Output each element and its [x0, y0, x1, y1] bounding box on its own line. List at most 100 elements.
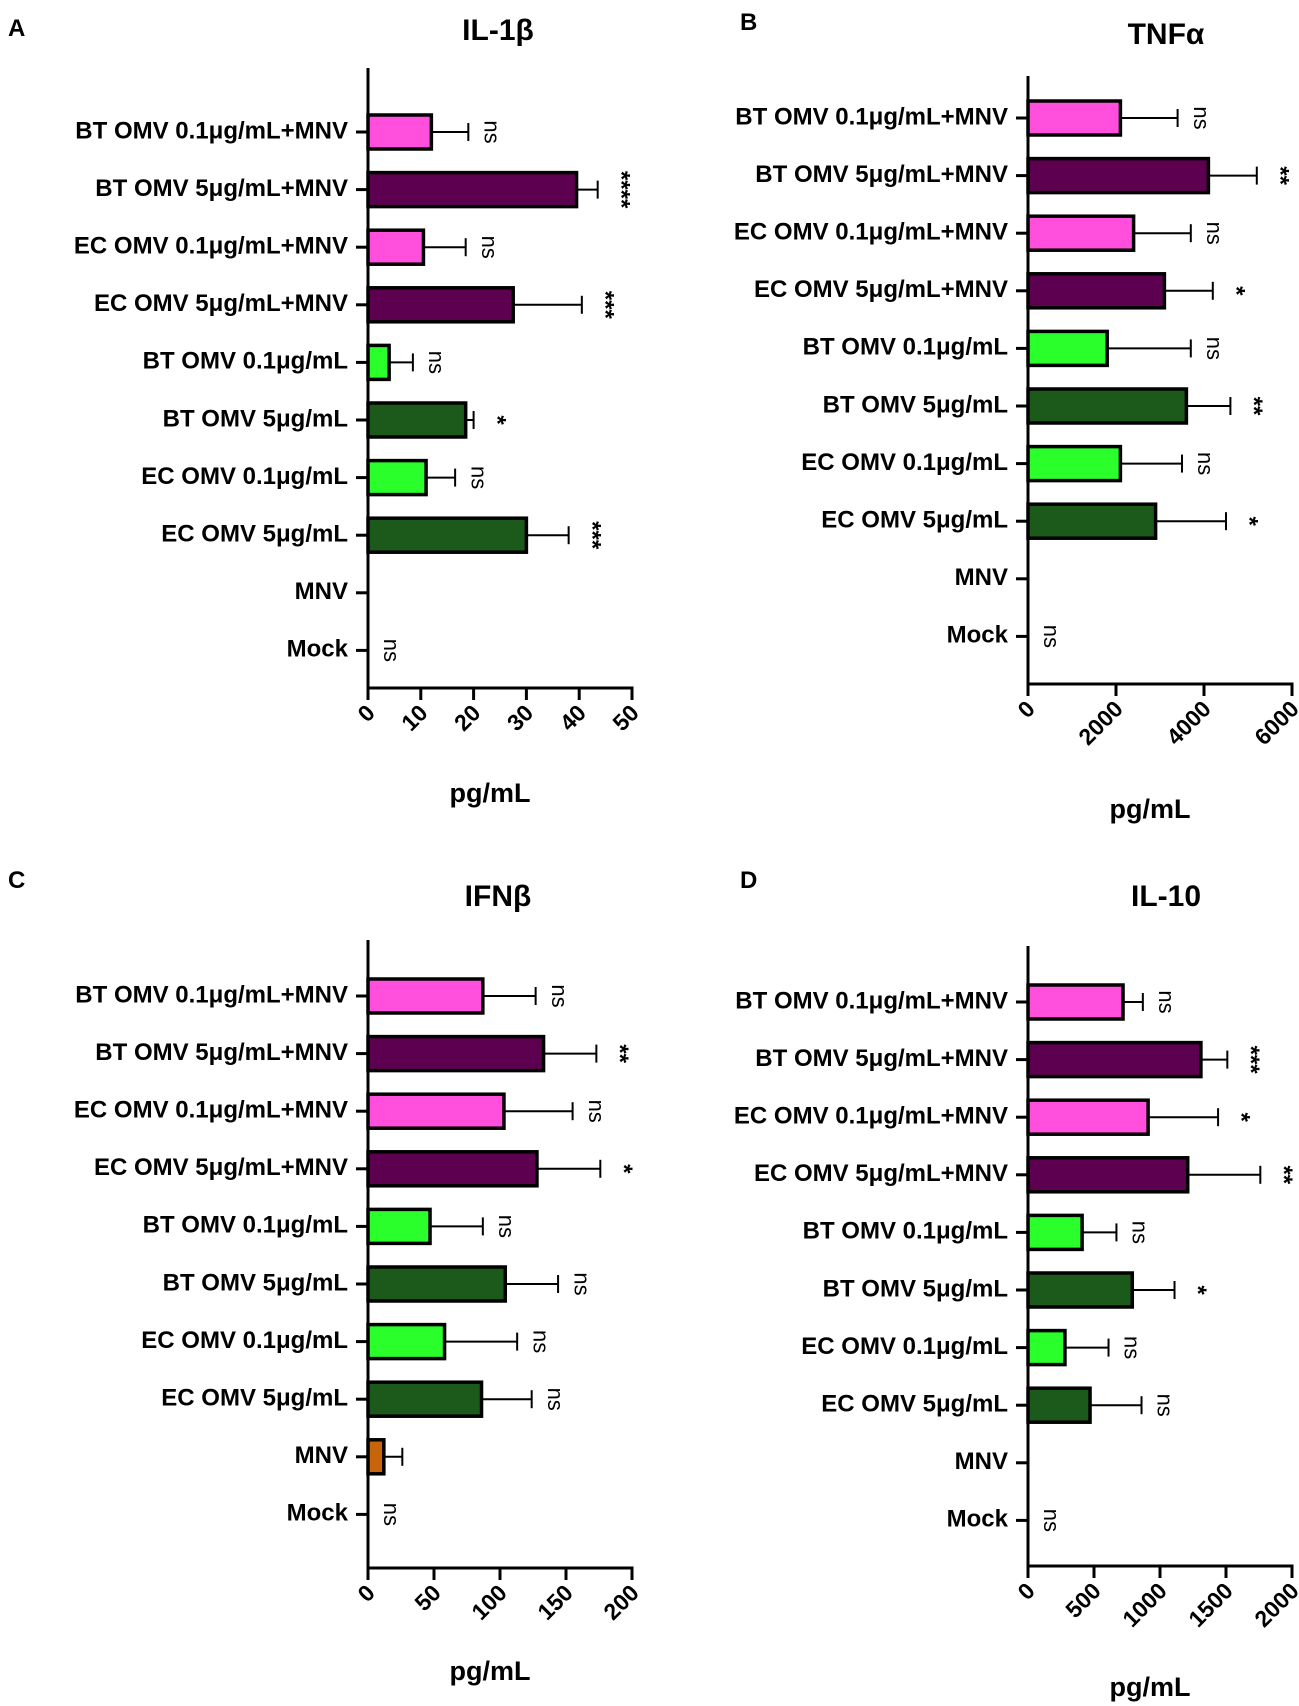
panel-b-category-label: EC OMV 0.1μg/mL+MNV: [734, 219, 1008, 246]
panel-d-significance-label: *: [1184, 1285, 1211, 1295]
panel-d-bar: [1026, 1271, 1135, 1309]
panel-b-significance-label: ns: [1189, 106, 1214, 129]
panel-b-letter: B: [740, 9, 757, 36]
panel-d-significance-label: ns: [1154, 990, 1179, 1013]
panel-b-category-label: BT OMV 5μg/mL+MNV: [755, 161, 1008, 188]
panel-b-significance-label: **: [1266, 166, 1293, 185]
panel-d-x-label: pg/mL: [1110, 1672, 1191, 1702]
panel-c-bar: [366, 1092, 506, 1130]
panel-d-category-label: EC OMV 0.1μg/mL: [801, 1333, 1008, 1360]
panel-c-x-tick-label: 50: [409, 1579, 445, 1615]
panel-a-x-label: pg/mL: [450, 778, 531, 808]
panel-b-category-label: BT OMV 0.1μg/mL+MNV: [735, 103, 1008, 130]
panel-b-significance-label: ns: [1202, 222, 1227, 245]
panel-c-bar: [366, 977, 485, 1015]
panel-a-significance-label: ***: [578, 521, 605, 550]
panel-c-significance-label: ns: [528, 1330, 553, 1353]
panel-c-category-label: EC OMV 0.1μg/mL+MNV: [74, 1097, 348, 1124]
panel-d-bar: [1026, 1040, 1203, 1079]
panel-c-significance-label: *: [610, 1164, 637, 1174]
panel-c-significance-label: **: [606, 1044, 633, 1063]
panel-d-category-label: BT OMV 0.1μg/mL: [803, 1218, 1008, 1245]
panel-c-category-label: BT OMV 0.1μg/mL+MNV: [75, 981, 348, 1008]
panel-a-bar: [366, 401, 468, 439]
panel-b-x-tick-label: 0: [1012, 695, 1039, 722]
panel-b-bar: [1026, 502, 1158, 540]
panel-c-x-tick-label: 200: [598, 1579, 644, 1625]
panel-c-bar: [366, 1438, 386, 1476]
panel-a-significance-label: ns: [477, 236, 502, 259]
panel-d: D IL-10 0 500 1000 1500 2000 pg/mL BT OMV 0.1μg/…: [734, 867, 1299, 1702]
panel-a-bar: [366, 113, 434, 151]
panel-c-significance-label: ns: [584, 1100, 609, 1123]
panel-a-bar: [366, 170, 579, 209]
panel-d-letter: D: [740, 867, 757, 894]
panel-b: B TNFα 0 2000 4000 6000 pg/mL BT OMV 0.1μg/mL+M…: [734, 9, 1299, 824]
panel-c-category-label: BT OMV 0.1μg/mL: [143, 1212, 348, 1239]
panel-d-category-label: Mock: [947, 1506, 1009, 1533]
panel-d-category-label: BT OMV 0.1μg/mL+MNV: [735, 987, 1008, 1014]
panel-b-bar: [1026, 272, 1167, 310]
panel-b-category-label: EC OMV 0.1μg/mL: [801, 449, 1008, 476]
panel-b-bar: [1026, 444, 1123, 483]
panel-d-bar: [1026, 983, 1125, 1021]
panel-c-x-tick-label: 150: [532, 1579, 578, 1625]
panel-b-category-label: MNV: [955, 564, 1008, 591]
panel-a-category-label: BT OMV 0.1μg/mL: [143, 348, 348, 375]
panel-b-category-label: BT OMV 5μg/mL: [823, 391, 1008, 418]
panel-c-category-label: EC OMV 5μg/mL+MNV: [94, 1154, 348, 1181]
panel-a-significance-label: ns: [466, 466, 491, 489]
panel-c-bar: [366, 1207, 432, 1246]
panel-c-letter: C: [8, 867, 25, 894]
panel-b-x-tick-label: 4000: [1161, 695, 1216, 750]
panel-d-significance-label: ns: [1039, 1509, 1064, 1532]
panel-a-category-label: EC OMV 5μg/mL: [161, 521, 348, 548]
panel-d-significance-label: ns: [1120, 1336, 1145, 1359]
panel-a-category-label: MNV: [295, 578, 348, 605]
panel-b-x-tick-label: 2000: [1073, 695, 1128, 750]
panel-c-bar: [366, 1265, 508, 1303]
panel-c-category-label: EC OMV 5μg/mL: [161, 1385, 348, 1412]
panel-b-category-label: BT OMV 0.1μg/mL: [803, 334, 1008, 361]
panel-c: C IFNβ 0 50 100 150 200 pg/mL BT OMV 0.1μg/mL+MN…: [8, 867, 644, 1686]
panel-a-category-label: Mock: [287, 636, 349, 663]
panel-a-title: IL-1β: [462, 14, 534, 47]
panel-a-significance-label: ****: [607, 171, 634, 209]
panel-d-significance-label: ns: [1153, 1394, 1178, 1417]
panel-a-category-label: EC OMV 5μg/mL+MNV: [94, 290, 348, 317]
panel-b-significance-label: **: [1240, 397, 1267, 416]
panel-a-category-label: BT OMV 0.1μg/mL+MNV: [75, 117, 348, 144]
panel-d-bar: [1026, 1328, 1067, 1367]
panel-c-category-label: Mock: [287, 1500, 349, 1527]
panel-b-category-label: Mock: [947, 622, 1009, 649]
panel-d-category-label: EC OMV 0.1μg/mL+MNV: [734, 1103, 1008, 1130]
panel-c-significance-label: ns: [547, 984, 572, 1007]
panel-d-category-label: BT OMV 5μg/mL: [823, 1275, 1008, 1302]
panel-c-bar: [366, 1380, 484, 1418]
panel-a-x-tick-label: 0: [352, 699, 379, 726]
panel-a-x-tick-label: 20: [449, 699, 485, 735]
panel-d-category-label: BT OMV 5μg/mL+MNV: [755, 1045, 1008, 1072]
panel-b-title: TNFα: [1128, 18, 1205, 51]
panel-a-x-tick-label: 10: [396, 699, 432, 735]
panel-d-x-tick-label: 1500: [1183, 1577, 1238, 1632]
panel-c-x-tick-label: 100: [466, 1579, 512, 1625]
panel-a-significance-label: ns: [379, 639, 404, 662]
panel-c-bar: [366, 1034, 546, 1073]
panel-a-significance-label: ***: [591, 291, 618, 320]
panel-a-significance-label: ns: [424, 351, 449, 374]
panel-a-x-tick-label: 30: [502, 699, 538, 735]
panel-c-x-tick-label: 0: [352, 1579, 379, 1606]
panel-d-category-label: MNV: [955, 1448, 1008, 1475]
panel-d-significance-label: ns: [1128, 1221, 1153, 1244]
panel-a-category-label: EC OMV 0.1μg/mL+MNV: [74, 233, 348, 260]
panel-c-category-label: EC OMV 0.1μg/mL: [141, 1327, 348, 1354]
panel-d-x-tick-label: 500: [1060, 1577, 1106, 1623]
panel-d-bar: [1026, 1386, 1092, 1424]
panel-b-category-label: EC OMV 5μg/mL: [821, 507, 1008, 534]
panel-b-x-tick-label: 6000: [1249, 695, 1299, 750]
panel-d-bar: [1026, 1213, 1084, 1252]
panel-b-bar: [1026, 214, 1136, 252]
panel-c-category-label: BT OMV 5μg/mL+MNV: [95, 1039, 348, 1066]
panel-d-x-tick-label: 2000: [1249, 1577, 1299, 1632]
